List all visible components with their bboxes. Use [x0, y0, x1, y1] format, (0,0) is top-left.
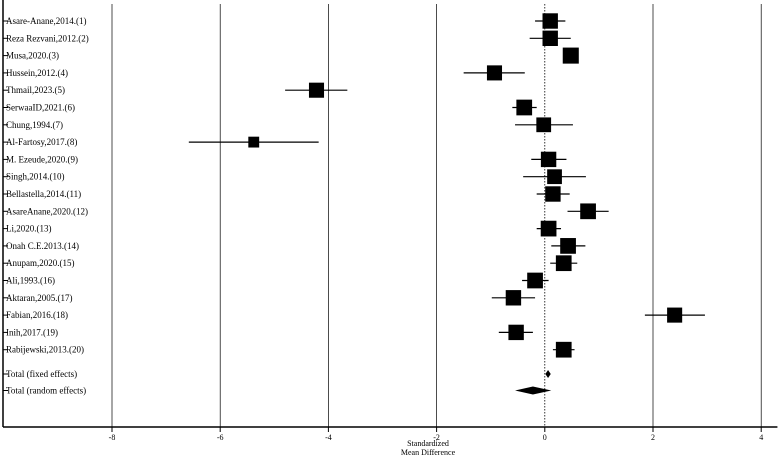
x-tick-label: -6 [217, 433, 224, 442]
study-label: Thmail,2023.(5) [6, 85, 65, 95]
x-tick-label: -8 [109, 433, 116, 442]
x-tick-label: 4 [759, 433, 763, 442]
study-label: Bellastella,2014.(11) [6, 189, 81, 199]
x-tick-label: 0 [543, 433, 547, 442]
study-label: Asare-Anane,2014.(1) [6, 16, 86, 26]
study-label: Rabijewski,2013.(20) [6, 345, 84, 355]
study-label: Singh,2014.(10) [6, 172, 65, 182]
study-label: Reza Rezvani,2012.(2) [6, 33, 89, 43]
point-estimate-square [667, 307, 683, 323]
study-label: SerwaaID,2021.(6) [6, 103, 75, 113]
study-label: M. Ezeude,2020.(9) [6, 154, 78, 164]
x-tick-label: 2 [651, 433, 655, 442]
point-estimate-square [542, 13, 558, 29]
study-label: Musa,2020.(3) [6, 51, 59, 61]
x-axis: -8 -6 -4 -2 0 2 4 [3, 426, 778, 442]
point-estimate-square [516, 99, 533, 116]
point-estimate-square [545, 186, 561, 202]
point-estimate-square [547, 169, 562, 185]
study-label: Onah C.E.2013.(14) [6, 241, 79, 251]
study-label: Inih,2017.(19) [6, 327, 58, 337]
x-axis-title-line1: Standardized [407, 439, 449, 448]
point-estimate-square [540, 151, 557, 168]
study-label: Aktaran,2005.(17) [6, 293, 72, 303]
total-label: Total (fixed effects) [6, 369, 77, 379]
study-label: Hussein,2012.(4) [6, 68, 68, 78]
summary-diamond [545, 370, 551, 378]
point-estimate-square [536, 117, 552, 133]
x-tick-label: -4 [325, 433, 332, 442]
point-estimate-square [308, 82, 325, 98]
x-axis-title-line2: Mean Difference [401, 448, 456, 457]
study-label: Anupam,2020.(15) [6, 258, 75, 268]
point-estimate-square [527, 272, 543, 289]
point-estimate-square [248, 136, 260, 148]
point-estimate-square [555, 255, 572, 272]
study-label: Li,2020.(13) [6, 224, 52, 234]
study-label: Ali,1993.(16) [6, 276, 55, 286]
point-estimate-square [540, 220, 557, 237]
study-label: Chung,1994.(7) [6, 120, 63, 130]
total-label: Total (random effects) [6, 386, 86, 396]
x-tick-label: -2 [433, 433, 440, 442]
study-marks [188, 13, 705, 395]
point-estimate-square [560, 238, 576, 254]
study-label: Al-Fartosy,2017.(8) [6, 137, 77, 147]
summary-diamond [515, 386, 552, 395]
point-estimate-square [562, 47, 579, 64]
study-label: Fabian,2016.(18) [6, 310, 68, 320]
point-estimate-square [580, 203, 596, 220]
study-labels: Asare-Anane,2014.(1) Reza Rezvani,2012.(2… [3, 16, 89, 396]
point-estimate-square [555, 341, 572, 358]
point-estimate-square [508, 324, 524, 341]
point-estimate-square [505, 290, 522, 306]
study-label: AsareAnane,2020.(12) [6, 206, 88, 216]
point-estimate-square [542, 30, 558, 46]
gridlines [2, 0, 762, 427]
point-estimate-square [486, 65, 503, 81]
